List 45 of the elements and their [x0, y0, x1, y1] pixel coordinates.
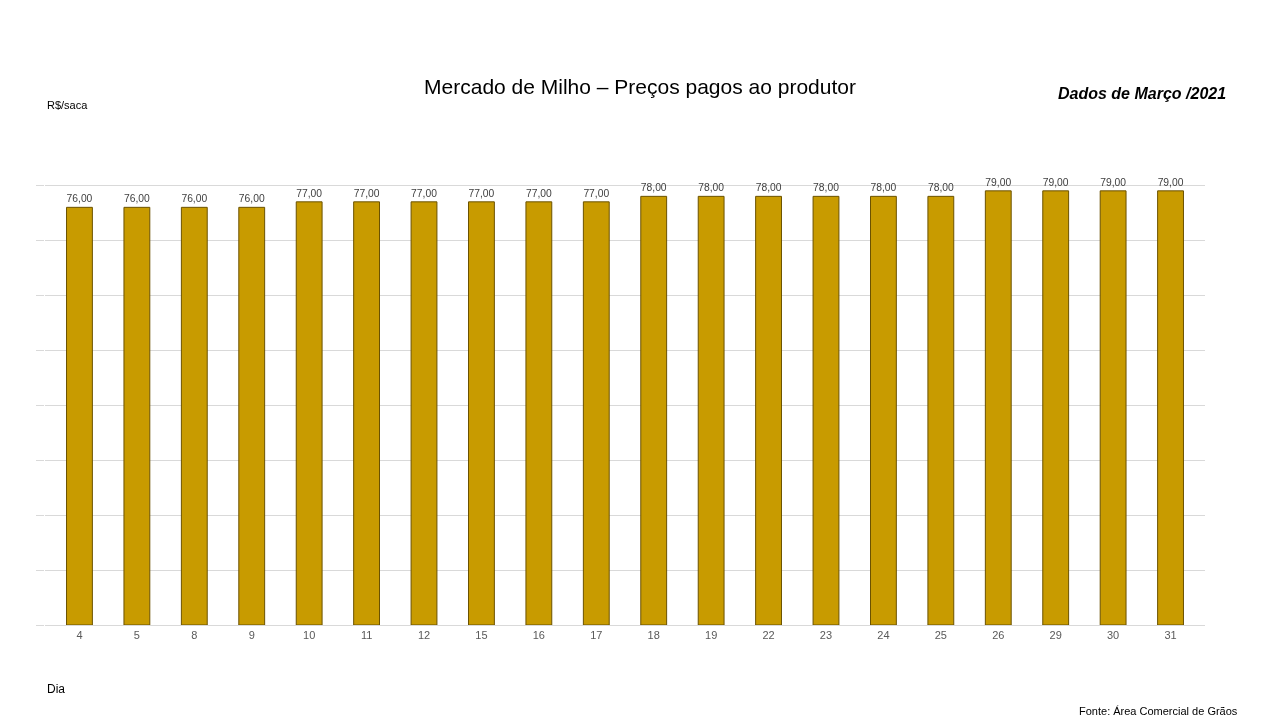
x-tick-label: 31 [1164, 629, 1177, 642]
x-tick-label: 8 [191, 629, 198, 642]
data-label: 78,00 [813, 182, 840, 194]
x-tick-label: 5 [133, 629, 140, 642]
x-axis-title: Dia [47, 682, 66, 696]
data-label: 79,00 [1100, 176, 1127, 188]
data-label: 77,00 [468, 187, 495, 199]
x-tick-label: 23 [819, 629, 833, 642]
x-tick-label: 11 [360, 629, 373, 642]
x-tick-label: 22 [762, 629, 775, 642]
x-tick-label: 18 [647, 629, 660, 642]
data-label: 79,00 [1042, 176, 1069, 188]
data-label: 78,00 [927, 182, 954, 194]
data-label: 76,00 [123, 193, 151, 205]
x-tick-label: 9 [248, 629, 255, 642]
data-label: 77,00 [296, 187, 323, 199]
text: R$/saca [47, 99, 89, 111]
data-label: 76,00 [66, 193, 93, 205]
x-tick-label: 15 [475, 629, 488, 642]
x-tick-label: 24 [877, 629, 890, 642]
chart-title: Mercado de Milho – Preços pagos ao produtor [424, 74, 856, 98]
x-tick-label: 10 [303, 629, 316, 642]
data-label: 78,00 [640, 182, 667, 194]
data-label: 78,00 [870, 182, 897, 194]
x-tick-label: 25 [934, 629, 947, 642]
data-label: 77,00 [353, 187, 380, 199]
x-tick-label: 30 [1106, 629, 1120, 642]
x-tick-label: 4 [76, 629, 83, 642]
data-label: 77,00 [525, 187, 553, 199]
x-tick-label: 17 [590, 629, 603, 642]
data-label: 78,00 [698, 182, 725, 194]
data-label: 79,00 [1157, 176, 1184, 188]
data-label: 76,00 [238, 193, 265, 205]
chart-subtitle: Dados de Março /2021 [1058, 85, 1227, 102]
data-label: 79,00 [985, 176, 1012, 188]
x-tick-label: 12 [417, 629, 431, 642]
source-note: Fonte: Área Comercial de Grãos [1079, 705, 1238, 717]
x-tick-label: 26 [992, 629, 1005, 642]
data-label: 77,00 [583, 187, 610, 199]
x-tick-label: 29 [1049, 629, 1062, 642]
data-label: 77,00 [411, 187, 438, 199]
x-tick-label: 19 [705, 629, 718, 642]
x-tick-label: 16 [532, 629, 545, 642]
data-label: 78,00 [755, 182, 782, 194]
data-label: 76,00 [181, 193, 208, 205]
